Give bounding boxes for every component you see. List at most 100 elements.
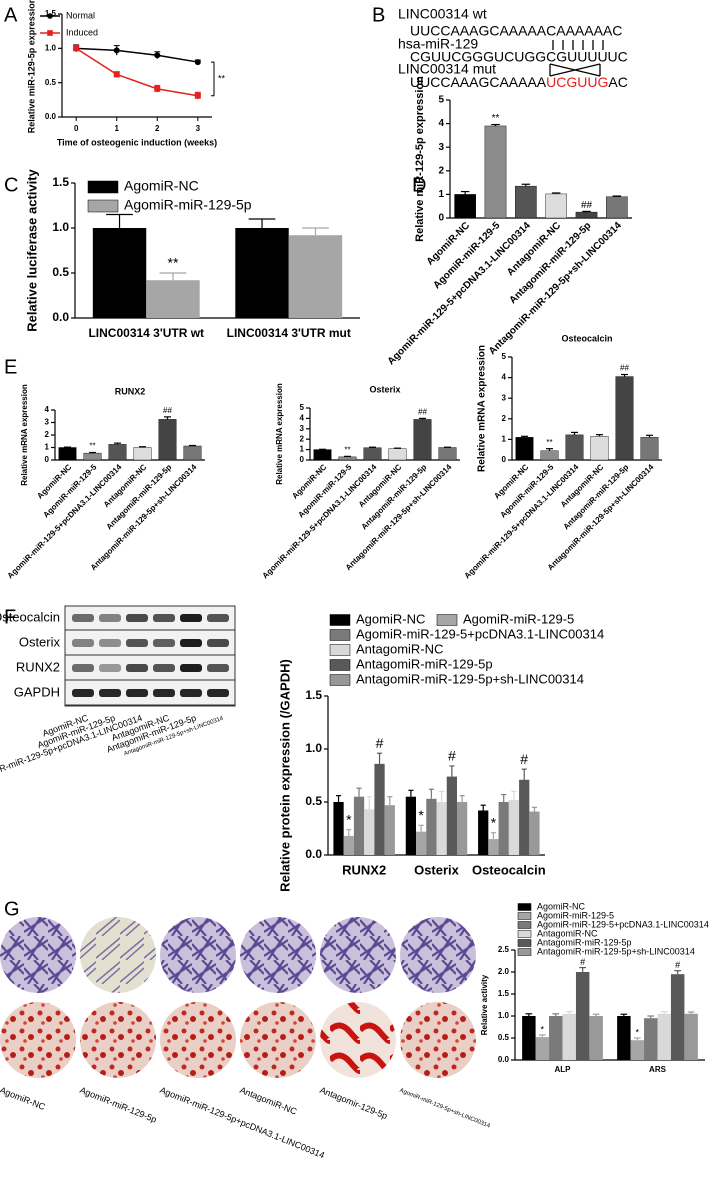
x-tick-label: AgomiR-miR-129-5+pcDNA3.1-LINC00314 bbox=[463, 462, 581, 580]
bar bbox=[617, 1016, 631, 1060]
bar bbox=[405, 796, 417, 855]
significance-label: * bbox=[491, 814, 497, 830]
chart-title: Osterix bbox=[369, 384, 400, 394]
y-tick-label: 1.0 bbox=[45, 43, 57, 52]
blot-band bbox=[180, 639, 202, 647]
legend-item: AntagomiR-miR-129-5p+sh-LINC00314 bbox=[517, 946, 695, 956]
y-tick-label: 1 bbox=[438, 189, 444, 200]
y-tick-label: 1 bbox=[300, 445, 305, 454]
legend-label: AgomiR-miR-129-5p bbox=[124, 197, 252, 213]
y-tick-label: 3 bbox=[300, 424, 305, 433]
legend-label: AgomiR-miR-129-5 bbox=[463, 611, 574, 626]
x-tick-label: Osterix bbox=[414, 862, 460, 877]
y-tick-label: 4 bbox=[438, 118, 444, 129]
panel-letter: E bbox=[4, 356, 17, 378]
legend-item: AntagomiR-miR-129-5p bbox=[517, 937, 632, 947]
y-tick-label: 2 bbox=[438, 165, 444, 176]
alp-stain-image bbox=[160, 917, 236, 993]
alp-stain-image bbox=[400, 917, 476, 993]
y-tick-label: 0.0 bbox=[45, 112, 57, 121]
y-tick-label: 5 bbox=[502, 352, 507, 361]
blot-frame bbox=[64, 605, 236, 707]
blot-band bbox=[180, 614, 202, 622]
legend-swatch bbox=[517, 939, 532, 947]
significance-label: * bbox=[346, 811, 352, 827]
blot-band bbox=[207, 689, 229, 697]
bar bbox=[343, 835, 354, 855]
blot-band bbox=[126, 639, 148, 647]
bar bbox=[549, 1016, 563, 1060]
blot-band bbox=[180, 664, 202, 672]
y-tick-label: 5 bbox=[438, 95, 444, 106]
bar bbox=[446, 776, 457, 855]
significance-label: * bbox=[636, 1027, 640, 1037]
y-tick-label: 3 bbox=[45, 418, 50, 427]
legend-swatch bbox=[329, 659, 351, 671]
panel-b: LINC00314 wt UUCCAAAGCAAAAACAAAAAAC hsa-… bbox=[398, 6, 628, 90]
bar bbox=[92, 228, 147, 318]
blot-band bbox=[72, 639, 94, 647]
mut-sequence: UUCCAAAGCAAAAAUCGUUGAC bbox=[410, 74, 628, 90]
ars-stain-image bbox=[400, 1002, 476, 1078]
bar bbox=[606, 196, 628, 219]
legend-label: AgomiR-miR-129-5 bbox=[537, 910, 614, 920]
point bbox=[154, 85, 161, 92]
bar bbox=[670, 974, 685, 1060]
y-tick-label: 0 bbox=[438, 213, 444, 224]
x-tick-label: RUNX2 bbox=[342, 862, 386, 877]
bar bbox=[288, 235, 343, 318]
y-tick-label: 4 bbox=[300, 414, 305, 423]
y-axis-label: Relative activity bbox=[480, 974, 489, 1035]
y-tick-label: 0 bbox=[502, 455, 507, 464]
ars-stain-image bbox=[80, 1002, 156, 1078]
panel-letter: G bbox=[4, 898, 20, 920]
significance-label: # bbox=[675, 960, 680, 970]
bar bbox=[426, 798, 437, 855]
stain-lane-label: AntagomiR-NC bbox=[238, 1085, 298, 1117]
ars-stain-image bbox=[240, 1002, 316, 1078]
y-axis-label: Relative mRNA expression bbox=[477, 345, 488, 472]
bar bbox=[133, 447, 152, 461]
bar bbox=[522, 1016, 536, 1060]
bar bbox=[508, 799, 520, 855]
blot-band bbox=[153, 639, 175, 647]
x-tick-label: LINC00314 3'UTR wt bbox=[88, 326, 204, 340]
bar bbox=[363, 447, 382, 461]
legend-label: AgomiR-NC bbox=[124, 178, 199, 194]
bar bbox=[515, 185, 537, 219]
legend-item: AgomiR-miR-129-5p bbox=[87, 197, 252, 213]
y-tick-label: 0.0 bbox=[52, 310, 69, 324]
y-tick-label: 1.5 bbox=[498, 989, 510, 998]
legend-item: Normal bbox=[40, 10, 95, 20]
blot-band bbox=[153, 664, 175, 672]
y-tick-label: 1.0 bbox=[305, 741, 322, 755]
mut-label: LINC00314 mut bbox=[398, 61, 496, 77]
panel-letter: C bbox=[4, 174, 18, 196]
bar bbox=[657, 1013, 671, 1060]
x-tick-label: 1 bbox=[115, 124, 120, 133]
mut-seq-part: AC bbox=[608, 74, 627, 90]
bar bbox=[590, 436, 609, 461]
blot-band bbox=[99, 664, 121, 672]
bar bbox=[535, 1037, 550, 1060]
legend-label: AntagomiR-miR-129-5p+sh-LINC00314 bbox=[537, 946, 695, 956]
y-tick-label: 0.5 bbox=[498, 1033, 510, 1042]
legend-item: AgomiR-NC bbox=[87, 178, 199, 194]
bar bbox=[519, 779, 530, 855]
y-tick-label: 2 bbox=[502, 414, 507, 423]
y-tick-label: 1 bbox=[502, 435, 507, 444]
legend-item: AntagomiR-NC bbox=[517, 928, 598, 938]
legend-label: AntagomiR-miR-129-5p bbox=[537, 937, 632, 947]
y-axis-label: Relative protein expression (/GAPDH) bbox=[277, 659, 292, 892]
legend-swatch bbox=[87, 199, 119, 213]
stain-lane-label: AgomiR-NC bbox=[0, 1085, 47, 1112]
blot-band bbox=[72, 689, 94, 697]
chart-title: Osteocalcin bbox=[561, 333, 612, 343]
ars-stain-image bbox=[0, 1002, 76, 1078]
wt-sequence: UUCCAAAGCAAAAACAAAAAAC bbox=[410, 23, 622, 39]
y-tick-label: 0 bbox=[45, 455, 50, 464]
y-tick-label: 1 bbox=[45, 443, 50, 452]
panel-letter: A bbox=[4, 4, 18, 26]
legend-item: AgomiR-miR-129-5 bbox=[517, 910, 614, 920]
legend-item: AntagomiR-NC bbox=[329, 641, 443, 656]
